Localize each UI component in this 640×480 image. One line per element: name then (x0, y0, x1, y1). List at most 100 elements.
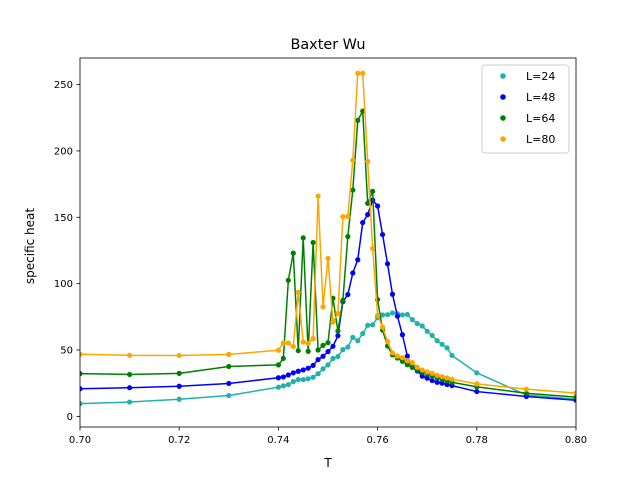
data-point-l24 (295, 377, 301, 383)
legend-marker-l80 (500, 136, 506, 142)
series-l80 (80, 70, 576, 396)
data-point-l48 (429, 377, 435, 384)
y-tick-label: 0 (67, 412, 73, 423)
data-point-l48 (394, 313, 401, 319)
legend-marker-l24 (500, 73, 506, 79)
data-point-l80 (399, 355, 405, 361)
data-point-l64 (404, 362, 410, 368)
data-point-l64 (305, 348, 311, 354)
data-point-l64 (285, 277, 291, 283)
data-point-l48 (320, 353, 326, 359)
data-point-l64 (315, 347, 321, 353)
series-layer (80, 70, 576, 407)
plot-area (80, 70, 576, 407)
data-point-l24 (280, 383, 286, 389)
series-l48 (80, 197, 576, 403)
data-point-l64 (350, 187, 356, 193)
data-point-l64 (275, 362, 281, 368)
data-point-l24 (424, 328, 430, 334)
data-point-l80 (444, 375, 450, 381)
data-point-l24 (325, 362, 331, 368)
data-point-l80 (275, 347, 281, 353)
axes-frame (79, 57, 577, 428)
data-point-l80 (365, 158, 371, 165)
data-point-l24 (419, 323, 425, 329)
data-point-l48 (80, 386, 83, 392)
data-point-l48 (300, 367, 306, 373)
data-point-l80 (424, 369, 430, 375)
data-point-l64 (399, 358, 405, 364)
data-point-l64 (127, 371, 133, 378)
data-point-l24 (389, 310, 396, 316)
data-point-l24 (345, 344, 351, 350)
data-point-l48 (285, 372, 291, 378)
data-point-l80 (523, 386, 530, 392)
y-tick-label: 200 (54, 146, 73, 157)
data-point-l48 (325, 349, 331, 355)
data-point-l24 (335, 353, 341, 360)
data-point-l80 (573, 390, 576, 396)
data-point-l80 (414, 364, 420, 370)
data-point-l24 (226, 392, 232, 399)
data-point-l64 (335, 328, 341, 334)
data-point-l80 (295, 289, 301, 295)
legend-label-l80: L=80 (526, 133, 555, 146)
data-point-l48 (176, 383, 182, 389)
data-point-l24 (404, 311, 410, 318)
x-tick-label: 0.80 (565, 435, 587, 446)
data-point-l80 (320, 304, 326, 310)
data-point-l24 (429, 332, 435, 339)
data-point-l64 (523, 390, 530, 396)
data-point-l24 (80, 401, 83, 407)
data-point-l80 (409, 360, 415, 366)
data-point-l24 (409, 317, 415, 323)
data-point-l24 (290, 379, 296, 385)
y-tick-label: 250 (54, 80, 73, 91)
data-point-l48 (127, 385, 133, 391)
data-point-l24 (350, 334, 356, 340)
legend: L=24 L=48 L=64 L=80 (481, 64, 570, 154)
x-tick-label: 0.76 (366, 435, 388, 446)
data-point-l80 (360, 70, 366, 76)
y-tick-label: 150 (54, 213, 73, 224)
data-point-l24 (474, 370, 480, 376)
chart-title: Baxter Wu (290, 37, 365, 53)
data-point-l80 (310, 336, 316, 342)
data-point-l48 (275, 375, 281, 381)
data-point-l48 (434, 379, 440, 385)
data-point-l64 (355, 117, 361, 123)
data-point-l80 (389, 350, 396, 356)
data-point-l80 (176, 352, 182, 359)
data-point-l48 (310, 362, 316, 369)
data-point-l64 (310, 239, 316, 246)
data-point-l24 (414, 321, 420, 327)
data-point-l80 (355, 70, 361, 76)
data-point-l24 (275, 384, 281, 390)
y-tick-label: 100 (54, 279, 73, 290)
data-point-l48 (350, 270, 356, 276)
data-point-l48 (444, 381, 450, 388)
data-point-l80 (290, 343, 296, 350)
data-point-l24 (355, 338, 361, 344)
data-point-l80 (345, 213, 351, 219)
data-point-l48 (389, 291, 396, 297)
data-point-l80 (305, 340, 311, 346)
data-point-l64 (365, 200, 371, 206)
legend-marker-l48 (500, 94, 506, 100)
data-point-l48 (355, 257, 361, 263)
data-point-l48 (384, 261, 391, 267)
x-tick-label: 0.78 (466, 435, 488, 446)
legend-label-l24: L=24 (526, 70, 555, 83)
data-point-l48 (379, 231, 386, 238)
data-point-l24 (285, 382, 291, 388)
legend-box (481, 64, 570, 154)
data-point-l80 (127, 352, 133, 358)
data-point-l80 (226, 351, 232, 357)
data-point-l48 (439, 380, 445, 386)
data-point-l80 (375, 312, 381, 318)
data-point-l80 (370, 245, 376, 252)
data-point-l48 (375, 203, 381, 209)
data-point-l64 (320, 342, 326, 348)
data-point-l64 (340, 297, 346, 303)
